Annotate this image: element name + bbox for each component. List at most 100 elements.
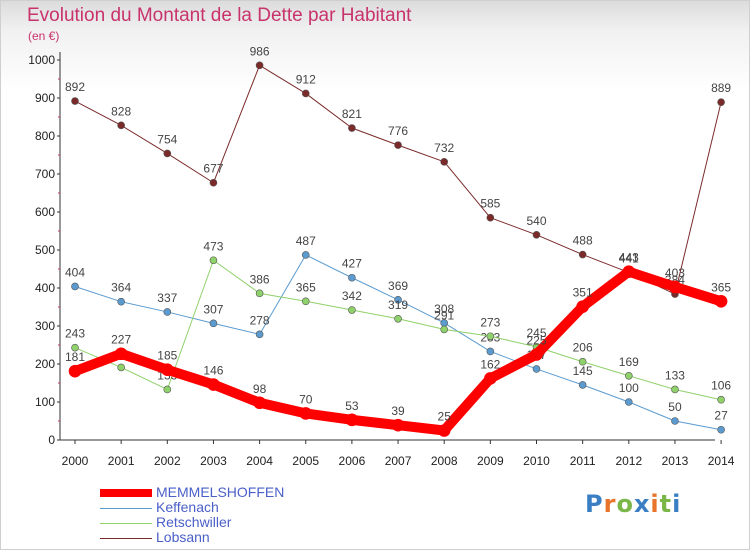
logo-letter: i bbox=[672, 490, 682, 518]
data-point-keffenach bbox=[578, 381, 587, 389]
data-label-memmelshoffen: 351 bbox=[573, 286, 593, 300]
data-point-lobsann bbox=[163, 149, 172, 158]
proxiti-logo: Proxiti bbox=[585, 490, 681, 518]
data-label-keffenach: 307 bbox=[203, 302, 223, 316]
data-label-retschwiller: 106 bbox=[711, 379, 731, 393]
data-label-memmelshoffen: 181 bbox=[65, 350, 85, 364]
data-point-keffenach bbox=[394, 295, 402, 304]
data-label-lobsann: 488 bbox=[573, 234, 593, 248]
data-point-retschwiller bbox=[578, 357, 587, 366]
data-point-keffenach bbox=[301, 251, 310, 259]
legend-label-keffenach: Keffenach bbox=[156, 499, 219, 515]
data-label-lobsann: 754 bbox=[157, 132, 177, 146]
data-point-retschwiller bbox=[394, 314, 402, 323]
x-tick-label: 2001 bbox=[108, 454, 135, 468]
data-label-keffenach: 487 bbox=[296, 234, 316, 248]
data-point-retschwiller bbox=[71, 343, 79, 352]
x-tick-label: 2014 bbox=[708, 454, 735, 468]
data-label-keffenach: 369 bbox=[388, 279, 408, 293]
x-tick-label: 2002 bbox=[154, 454, 181, 468]
data-point-lobsann bbox=[209, 178, 218, 187]
data-label-keffenach: 364 bbox=[111, 281, 131, 295]
data-point-retschwiller bbox=[624, 371, 633, 380]
data-label-memmelshoffen: 365 bbox=[711, 280, 731, 294]
y-tick-label: 600 bbox=[35, 205, 55, 219]
data-point-memmelshoffen bbox=[253, 396, 266, 410]
data-point-retschwiller bbox=[117, 363, 125, 372]
data-point-keffenach bbox=[163, 308, 172, 316]
data-label-keffenach: 308 bbox=[434, 302, 454, 316]
data-label-lobsann: 776 bbox=[388, 124, 408, 138]
data-label-memmelshoffen: 225 bbox=[526, 334, 546, 348]
y-tick-label: 700 bbox=[35, 167, 55, 181]
legend-swatch-keffenach bbox=[100, 508, 152, 509]
legend-label-retschwiller: Retschwiller bbox=[156, 514, 232, 530]
data-point-retschwiller bbox=[348, 306, 356, 314]
data-point-memmelshoffen bbox=[622, 265, 636, 278]
legend-swatch-retschwiller bbox=[100, 523, 152, 524]
data-label-retschwiller: 243 bbox=[65, 327, 85, 341]
x-tick-label: 2000 bbox=[62, 454, 89, 468]
data-label-keffenach: 145 bbox=[573, 364, 593, 378]
data-label-retschwiller: 291 bbox=[434, 308, 454, 322]
data-label-memmelshoffen: 403 bbox=[665, 266, 685, 280]
data-point-lobsann bbox=[255, 61, 264, 70]
data-label-memmelshoffen: 25 bbox=[438, 410, 452, 424]
logo-letter: o bbox=[616, 490, 634, 518]
chart-subtitle: (en €) bbox=[28, 29, 60, 43]
x-tick-label: 2003 bbox=[200, 454, 227, 468]
data-label-retschwiller: 245 bbox=[526, 326, 546, 340]
data-label-memmelshoffen: 98 bbox=[253, 382, 267, 396]
data-point-retschwiller bbox=[486, 332, 495, 341]
x-tick-label: 2012 bbox=[615, 454, 642, 468]
data-label-keffenach: 50 bbox=[668, 400, 682, 414]
data-label-keffenach: 278 bbox=[250, 313, 270, 327]
data-label-lobsann: 677 bbox=[203, 162, 223, 176]
data-point-retschwiller bbox=[440, 325, 449, 334]
data-point-keffenach bbox=[532, 365, 541, 373]
chart-title: Evolution du Montant de la Dette par Hab… bbox=[27, 5, 412, 26]
data-label-memmelshoffen: 443 bbox=[619, 251, 639, 265]
data-label-keffenach: 27 bbox=[714, 409, 728, 423]
data-point-lobsann bbox=[717, 98, 725, 106]
x-tick-label: 2010 bbox=[523, 454, 550, 468]
data-label-memmelshoffen: 39 bbox=[391, 404, 405, 418]
data-label-lobsann: 828 bbox=[111, 104, 131, 118]
data-label-lobsann: 585 bbox=[480, 197, 500, 211]
data-label-lobsann: 540 bbox=[526, 214, 546, 228]
data-label-lobsann: 892 bbox=[65, 80, 85, 94]
data-point-memmelshoffen bbox=[484, 372, 497, 385]
data-point-retschwiller bbox=[301, 297, 310, 306]
data-point-retschwiller bbox=[255, 289, 264, 298]
data-label-retschwiller: 133 bbox=[665, 368, 685, 382]
data-label-lobsann: 732 bbox=[434, 141, 454, 155]
logo-letter: i bbox=[650, 490, 660, 518]
data-point-memmelshoffen bbox=[391, 418, 405, 432]
data-point-retschwiller bbox=[163, 385, 172, 394]
data-label-retschwiller: 473 bbox=[203, 239, 223, 253]
x-tick-label: 2013 bbox=[662, 454, 689, 468]
y-tick-label: 500 bbox=[35, 243, 55, 257]
data-point-keffenach bbox=[717, 425, 725, 434]
data-point-memmelshoffen bbox=[207, 378, 220, 391]
data-label-keffenach: 337 bbox=[157, 291, 177, 305]
data-label-lobsann: 889 bbox=[711, 81, 731, 95]
legend-label-lobsann: Lobsann bbox=[156, 529, 210, 545]
data-point-keffenach bbox=[255, 330, 264, 339]
data-point-memmelshoffen bbox=[668, 280, 682, 294]
data-point-keffenach bbox=[71, 282, 79, 291]
data-label-retschwiller: 273 bbox=[480, 315, 500, 329]
data-point-keffenach bbox=[209, 319, 218, 328]
y-tick-label: 100 bbox=[35, 395, 55, 409]
x-tick-label: 2009 bbox=[477, 454, 504, 468]
y-tick-label: 200 bbox=[35, 357, 55, 371]
data-point-keffenach bbox=[117, 297, 125, 306]
data-point-memmelshoffen bbox=[68, 364, 82, 378]
x-tick-label: 2004 bbox=[246, 454, 273, 468]
data-point-memmelshoffen bbox=[161, 363, 174, 377]
data-label-retschwiller: 386 bbox=[250, 272, 270, 286]
data-label-lobsann: 986 bbox=[250, 44, 270, 58]
data-label-keffenach: 404 bbox=[65, 265, 85, 279]
data-point-memmelshoffen bbox=[299, 407, 313, 420]
